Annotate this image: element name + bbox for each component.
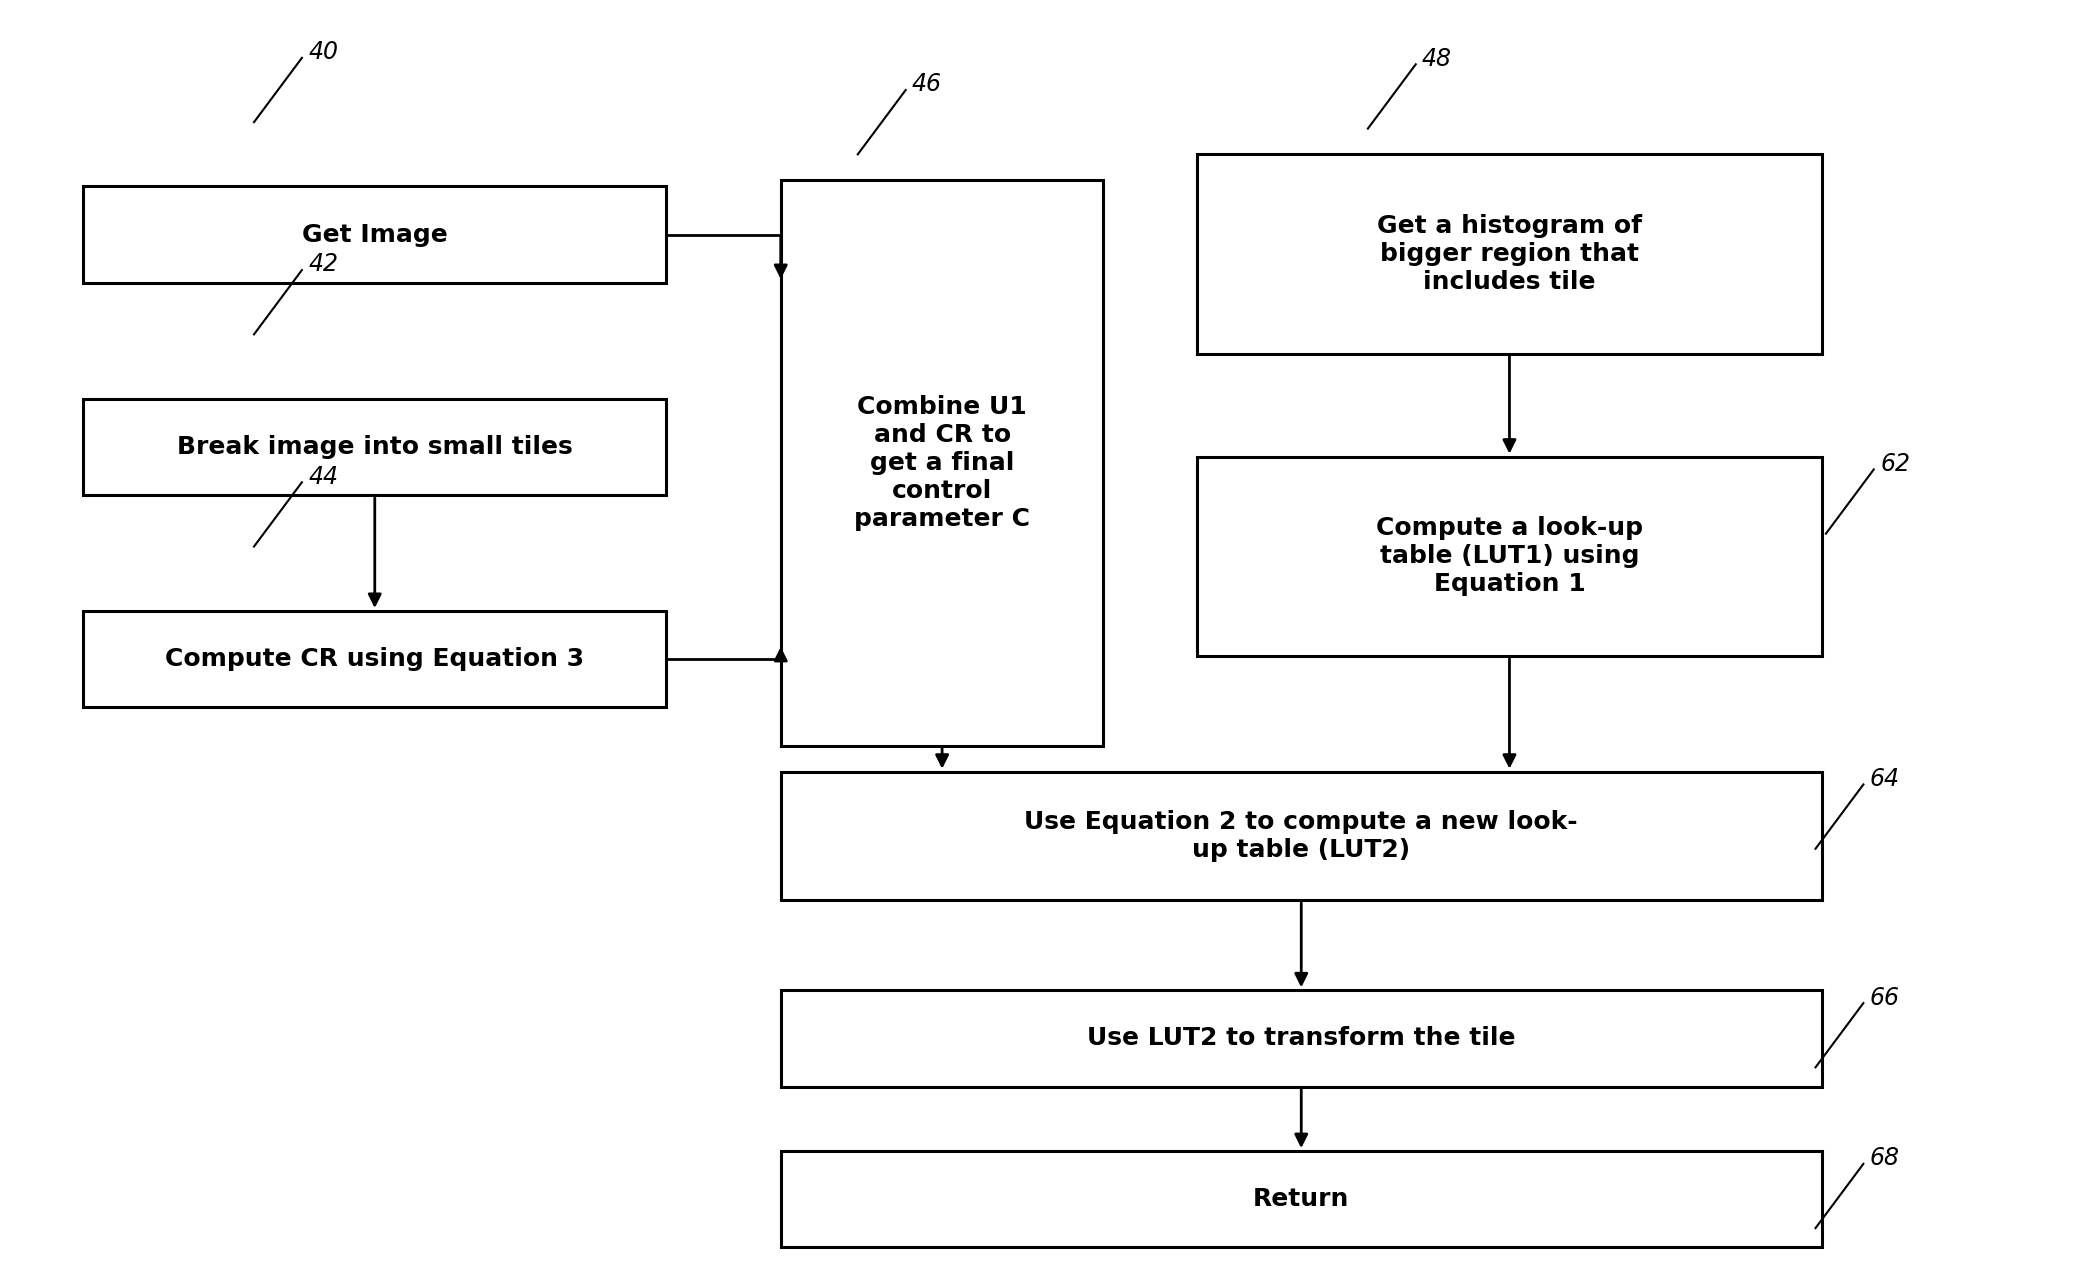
Text: Get a histogram of
bigger region that
includes tile: Get a histogram of bigger region that in… <box>1376 215 1643 293</box>
Text: 44: 44 <box>308 464 337 489</box>
FancyBboxPatch shape <box>781 772 1822 900</box>
Text: 42: 42 <box>308 252 337 276</box>
FancyBboxPatch shape <box>781 1151 1822 1247</box>
FancyBboxPatch shape <box>83 399 666 495</box>
Text: 66: 66 <box>1870 985 1899 1010</box>
Text: Get Image: Get Image <box>302 222 448 247</box>
FancyBboxPatch shape <box>83 186 666 283</box>
Text: Use LUT2 to transform the tile: Use LUT2 to transform the tile <box>1087 1026 1516 1051</box>
Text: 48: 48 <box>1422 46 1451 71</box>
FancyBboxPatch shape <box>1197 457 1822 656</box>
Text: Break image into small tiles: Break image into small tiles <box>177 435 573 459</box>
Text: 62: 62 <box>1880 451 1909 476</box>
FancyBboxPatch shape <box>781 990 1822 1087</box>
FancyBboxPatch shape <box>83 611 666 707</box>
Text: Return: Return <box>1253 1187 1349 1211</box>
Text: Compute CR using Equation 3: Compute CR using Equation 3 <box>164 647 585 671</box>
Text: 68: 68 <box>1870 1146 1899 1170</box>
FancyBboxPatch shape <box>1197 154 1822 354</box>
Text: Combine U1
and CR to
get a final
control
parameter C: Combine U1 and CR to get a final control… <box>854 395 1031 531</box>
Text: 46: 46 <box>912 72 941 96</box>
Text: Use Equation 2 to compute a new look-
up table (LUT2): Use Equation 2 to compute a new look- up… <box>1024 810 1578 862</box>
FancyBboxPatch shape <box>781 180 1103 746</box>
Text: 64: 64 <box>1870 766 1899 791</box>
Text: Compute a look-up
table (LUT1) using
Equation 1: Compute a look-up table (LUT1) using Equ… <box>1376 517 1643 595</box>
Text: 40: 40 <box>308 40 337 64</box>
